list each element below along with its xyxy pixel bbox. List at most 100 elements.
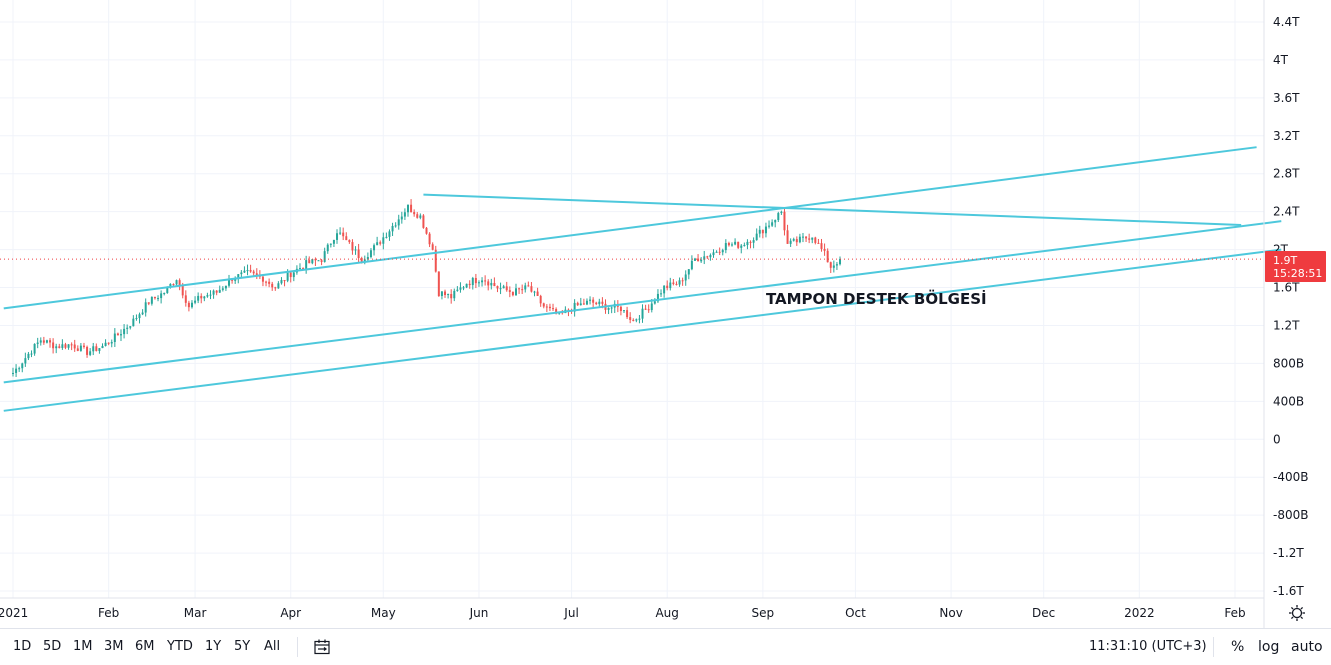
candle-body: [39, 340, 42, 343]
calendar-range-icon[interactable]: [313, 638, 331, 656]
y-tick-label: -400B: [1273, 470, 1308, 484]
candle-body: [305, 260, 308, 269]
candle-body: [542, 303, 545, 307]
candle: [589, 296, 592, 305]
annotation-label[interactable]: TAMPON DESTEK BÖLGESİ: [766, 289, 987, 308]
candle: [752, 237, 755, 249]
candle: [212, 289, 215, 299]
candle-body: [234, 278, 237, 281]
candle-body: [240, 272, 243, 275]
candle-body: [650, 303, 653, 311]
candle-body: [589, 299, 592, 301]
candle: [206, 292, 209, 298]
candle-body: [731, 244, 734, 246]
trendline[interactable]: [3, 220, 1282, 384]
candle: [163, 292, 166, 296]
candle: [826, 248, 829, 263]
candle: [320, 258, 323, 266]
candle: [795, 236, 798, 246]
timezone-clock[interactable]: 11:31:10 (UTC+3): [1089, 639, 1207, 654]
candle: [678, 277, 681, 287]
candle-body: [422, 215, 425, 228]
auto-scale-toggle[interactable]: auto: [1291, 639, 1323, 655]
candle: [240, 270, 243, 279]
candle: [595, 301, 598, 306]
trendlines[interactable]: [3, 146, 1282, 412]
range-1m-button[interactable]: 1M: [73, 639, 93, 654]
candle: [33, 343, 36, 356]
range-1y-button[interactable]: 1Y: [205, 639, 222, 654]
candle-body: [771, 222, 774, 226]
time-scale[interactable]: 2021 Feb Mar Apr May Jun Jul Aug Sep Oct Nov Dec 202…: [0, 606, 1246, 620]
x-tick-label: Mar: [184, 606, 207, 620]
candle-body: [92, 346, 95, 352]
range-1d-button[interactable]: 1D: [13, 639, 32, 654]
candle: [777, 211, 780, 223]
candle-body: [619, 306, 622, 312]
candle-body: [419, 215, 422, 218]
trendline[interactable]: [3, 248, 1282, 412]
trendline[interactable]: [3, 146, 1257, 310]
log-scale-toggle[interactable]: log: [1258, 639, 1280, 655]
candle: [647, 304, 650, 313]
candle-body: [308, 260, 311, 264]
candle: [292, 271, 295, 282]
candle-body: [153, 296, 156, 299]
range-5y-button[interactable]: 5Y: [234, 639, 251, 654]
candle: [690, 255, 693, 271]
candle-body: [342, 232, 345, 237]
range-5d-button[interactable]: 5D: [43, 639, 62, 654]
candle: [450, 289, 453, 304]
trendline[interactable]: [423, 193, 1242, 226]
candle-body: [163, 293, 166, 295]
price-chart[interactable]: TAMPON DESTEK BÖLGESİ 4.4T 4T 3.6T 3.2T 2.8T…: [0, 0, 1331, 628]
gear-icon[interactable]: [1289, 605, 1305, 621]
candle: [727, 241, 730, 247]
candle: [514, 283, 517, 296]
candle-body: [505, 286, 508, 291]
range-3m-button[interactable]: 3M: [104, 639, 124, 654]
candle-body: [792, 239, 795, 241]
candle-body: [283, 280, 286, 282]
range-all-button[interactable]: All: [264, 639, 281, 654]
candle: [703, 250, 706, 265]
candle-body: [607, 307, 610, 310]
candle: [197, 292, 200, 304]
candle: [153, 296, 156, 300]
y-tick-label: 2.8T: [1273, 167, 1300, 181]
candle-body: [715, 251, 718, 253]
candle: [317, 260, 320, 262]
candle-body: [527, 285, 530, 287]
candle: [61, 339, 64, 350]
candle-body: [317, 260, 320, 262]
candle-body: [52, 342, 55, 349]
candle-body: [357, 249, 360, 259]
price-badge-background: [1265, 251, 1326, 282]
candle: [582, 298, 585, 305]
candle-body: [638, 318, 641, 320]
candle-body: [351, 242, 354, 251]
range-ytd-button[interactable]: YTD: [167, 639, 193, 654]
candle: [626, 306, 629, 320]
candle-body: [468, 283, 471, 286]
candle: [613, 300, 616, 314]
candle: [835, 262, 838, 270]
candle: [39, 337, 42, 346]
candle-body: [805, 236, 808, 239]
price-scale[interactable]: 4.4T4T3.6T3.2T2.8T2.4T2T1.6T1.2T800B400B…: [1273, 15, 1308, 598]
candle-body: [373, 245, 376, 251]
candle-body: [410, 204, 413, 213]
percent-scale-toggle[interactable]: %: [1231, 639, 1245, 655]
candle-body: [592, 299, 595, 303]
candle-body: [434, 249, 437, 272]
candle-body: [703, 256, 706, 260]
candle: [298, 263, 301, 270]
candle-body: [764, 226, 767, 234]
candle: [598, 298, 601, 307]
candle-body: [221, 288, 224, 290]
range-6m-button[interactable]: 6M: [135, 639, 155, 654]
candle-body: [391, 225, 394, 232]
candle: [693, 257, 696, 261]
candle: [709, 253, 712, 261]
